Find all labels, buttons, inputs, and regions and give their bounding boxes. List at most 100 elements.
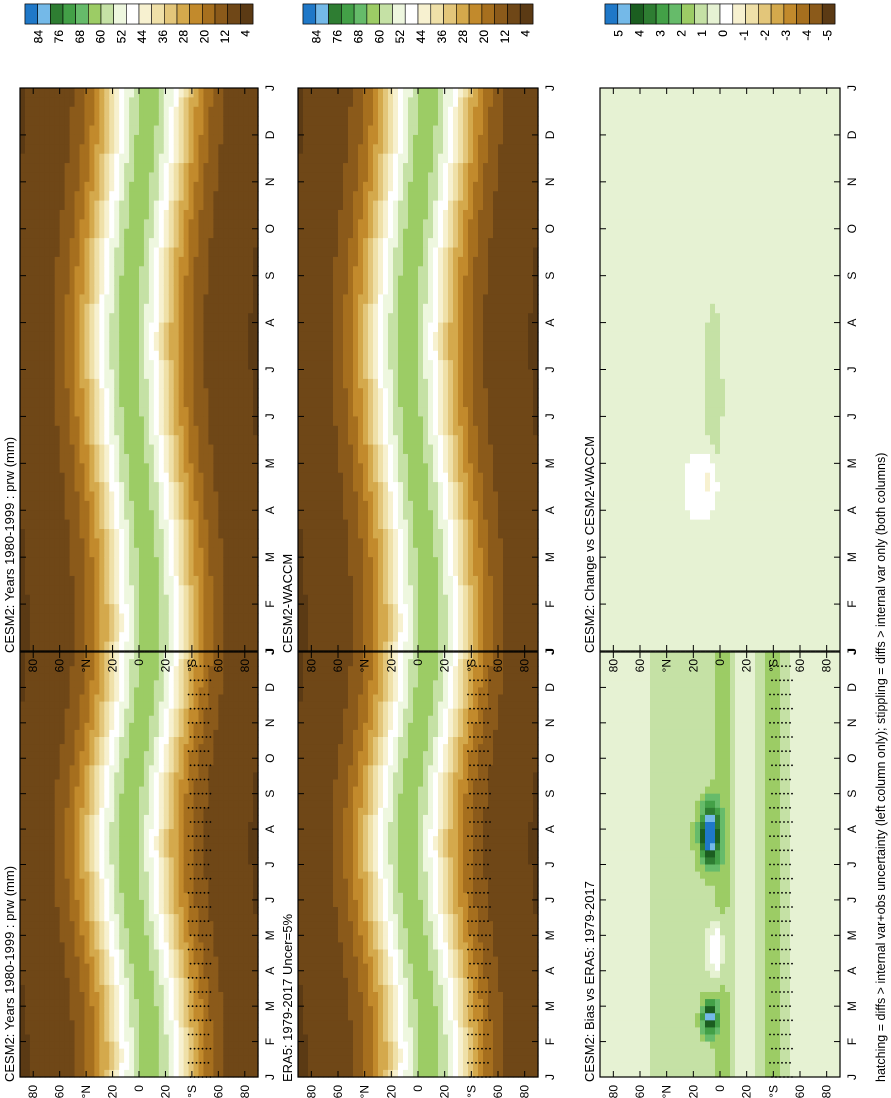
field-cell: [159, 135, 165, 145]
field-cell: [109, 144, 115, 154]
field-cell: [248, 914, 254, 922]
field-cell: [144, 604, 150, 614]
field-cell: [129, 520, 135, 530]
field-cell: [144, 950, 150, 958]
field-cell: [199, 978, 205, 986]
field-cell: [80, 992, 86, 1000]
field-cell: [194, 879, 200, 887]
field-cell: [144, 613, 150, 623]
field-cell: [45, 765, 51, 773]
field-cell: [30, 567, 36, 577]
field-cell: [134, 426, 140, 436]
field-cell: [248, 680, 254, 688]
x-tick-label: J: [263, 897, 277, 903]
field-cell: [65, 680, 71, 688]
field-cell: [149, 463, 155, 473]
field-cell: [65, 801, 71, 809]
field-cell: [70, 893, 76, 901]
field-cell: [134, 666, 140, 674]
field-cell: [50, 815, 56, 823]
field-cell: [124, 843, 130, 851]
field-cell: [109, 97, 115, 107]
field-cell: [179, 659, 185, 667]
field-cell: [60, 454, 66, 464]
field-cell: [154, 191, 160, 201]
field-cell: [65, 595, 71, 605]
field-cell: [189, 780, 195, 788]
field-cell: [25, 463, 31, 473]
field-cell: [238, 808, 244, 816]
field-cell: [144, 144, 150, 154]
field-cell: [208, 716, 214, 724]
field-cell: [99, 210, 105, 220]
field-cell: [208, 794, 214, 802]
field-cell: [40, 865, 46, 873]
field-cell: [124, 772, 130, 780]
field-cell: [129, 341, 135, 351]
field-cell: [124, 730, 130, 738]
field-cell: [144, 501, 150, 511]
field-cell: [114, 107, 120, 117]
stipple-dot: [206, 991, 208, 993]
field-cell: [80, 914, 86, 922]
field-cell: [134, 257, 140, 267]
field-cell: [248, 950, 254, 958]
field-cell: [20, 210, 26, 220]
field-cell: [84, 999, 90, 1007]
field-cell: [104, 172, 110, 182]
field-cell: [55, 520, 61, 530]
field-cell: [189, 822, 195, 830]
field-cell: [233, 843, 239, 851]
field-cell: [89, 473, 95, 483]
field-cell: [124, 172, 130, 182]
field-cell: [144, 978, 150, 986]
field-cell: [169, 248, 175, 258]
field-cell: [89, 780, 95, 788]
field-cell: [89, 154, 95, 164]
field-cell: [174, 1049, 180, 1057]
field-cell: [134, 294, 140, 304]
field-cell: [124, 758, 130, 766]
field-cell: [203, 780, 209, 788]
field-cell: [84, 716, 90, 724]
field-cell: [20, 163, 26, 173]
stipple-dot: [200, 977, 202, 979]
field-cell: [50, 822, 56, 830]
field-cell: [99, 501, 105, 511]
stipple-dot: [210, 793, 212, 795]
field-cell: [104, 557, 110, 567]
field-cell: [65, 285, 71, 295]
field-cell: [25, 154, 31, 164]
stipple-dot: [190, 878, 192, 880]
field-cell: [50, 942, 56, 950]
field-cell: [94, 182, 100, 192]
field-cell: [238, 822, 244, 830]
field-cell: [144, 872, 150, 880]
field-cell: [159, 341, 165, 351]
field-cell: [233, 865, 239, 873]
field-cell: [75, 520, 81, 530]
field-cell: [55, 843, 61, 851]
field-cell: [65, 730, 71, 738]
field-cell: [213, 985, 219, 993]
field-cell: [134, 445, 140, 455]
field-cell: [55, 822, 61, 830]
field-cell: [109, 921, 115, 929]
field-cell: [94, 751, 100, 759]
field-cell: [84, 576, 90, 586]
field-cell: [169, 172, 175, 182]
field-cell: [99, 907, 105, 915]
field-cell: [65, 971, 71, 979]
field-cell: [45, 680, 51, 688]
field-cell: [65, 985, 71, 993]
field-cell: [84, 266, 90, 276]
field-cell: [35, 886, 41, 894]
field-cell: [30, 652, 36, 660]
field-cell: [144, 787, 150, 795]
field-cell: [89, 808, 95, 816]
field-cell: [184, 964, 190, 972]
field-cell: [109, 210, 115, 220]
field-cell: [35, 463, 41, 473]
field-cell: [119, 865, 125, 873]
field-cell: [139, 1056, 145, 1064]
